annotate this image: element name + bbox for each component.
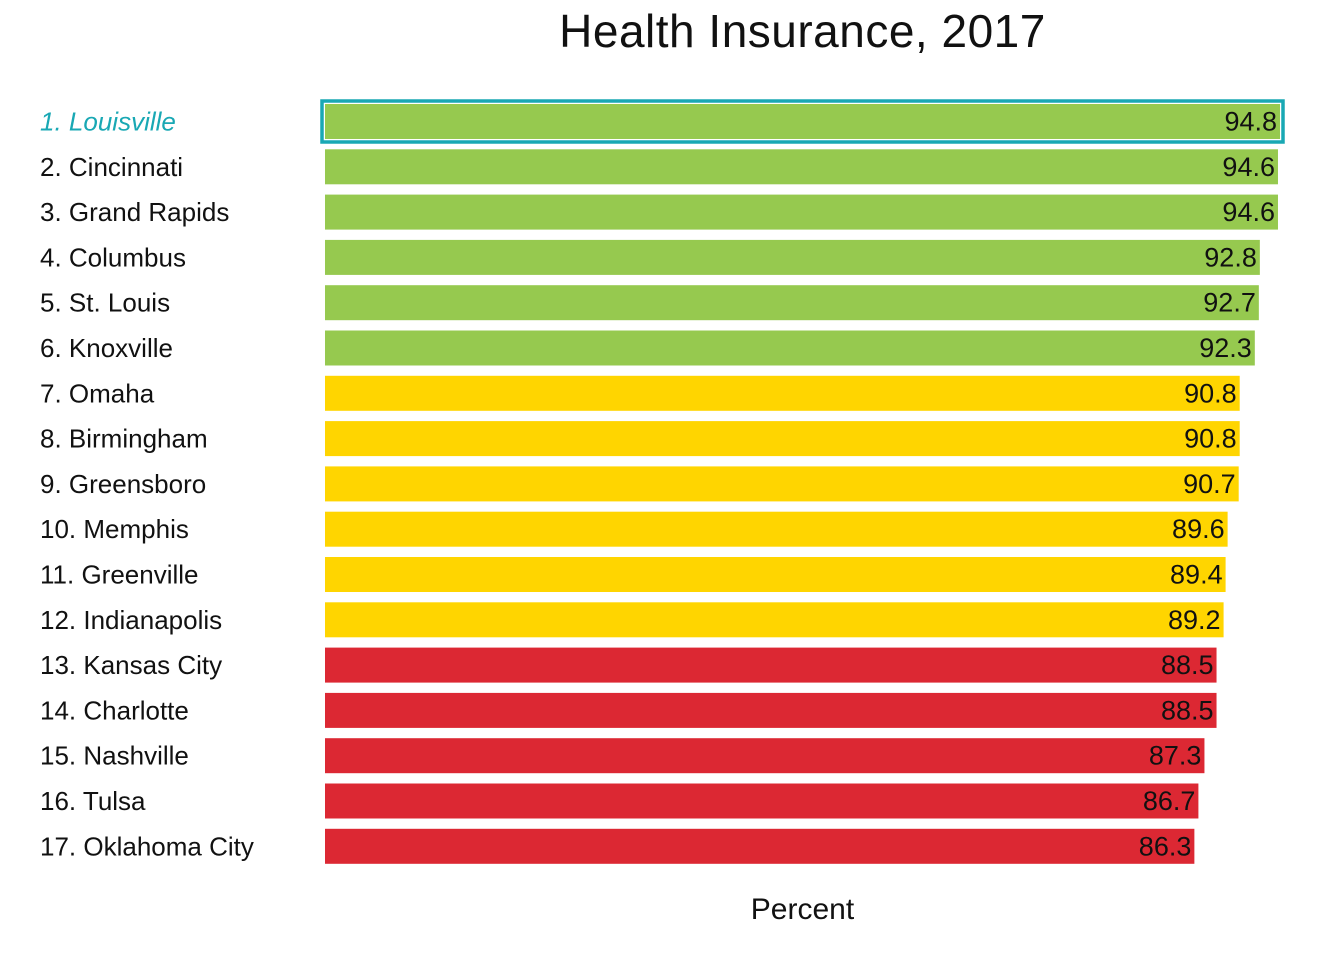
data-label: 89.4: [1170, 560, 1223, 590]
data-label: 92.8: [1204, 242, 1257, 272]
data-label: 89.2: [1168, 605, 1221, 635]
category-label: 6. Knoxville: [40, 333, 173, 363]
data-label: 88.5: [1161, 650, 1214, 680]
data-label: 86.3: [1139, 831, 1192, 861]
data-label: 92.3: [1199, 333, 1252, 363]
bar: [325, 194, 1278, 230]
bar: [325, 738, 1205, 774]
bar: [325, 692, 1217, 728]
category-label: 1. Louisville: [40, 107, 176, 137]
bar: [325, 421, 1240, 457]
data-label: 94.6: [1222, 197, 1275, 227]
bar: [325, 239, 1260, 275]
category-label: 2. Cincinnati: [40, 152, 183, 182]
chart-title: Health Insurance, 2017: [559, 5, 1046, 57]
bar: [325, 104, 1280, 139]
data-label: 86.7: [1143, 786, 1196, 816]
category-label: 9. Greensboro: [40, 469, 206, 499]
bar: [325, 828, 1195, 864]
bar: [325, 511, 1228, 547]
bar: [325, 330, 1255, 366]
category-label: 3. Grand Rapids: [40, 197, 229, 227]
data-label: 88.5: [1161, 695, 1214, 725]
data-label: 90.7: [1183, 469, 1236, 499]
data-label: 94.8: [1224, 107, 1277, 137]
category-label: 10. Memphis: [40, 514, 189, 544]
category-label: 16. Tulsa: [40, 786, 146, 816]
data-label: 92.7: [1203, 288, 1256, 318]
bar: [325, 285, 1259, 321]
category-label: 11. Greenville: [40, 560, 199, 590]
bar: [325, 602, 1224, 638]
category-label: 8. Birmingham: [40, 424, 208, 454]
category-label: 5. St. Louis: [40, 288, 170, 318]
bar: [325, 466, 1239, 502]
category-label: 14. Charlotte: [40, 695, 189, 725]
data-label: 87.3: [1149, 741, 1202, 771]
category-label: 15. Nashville: [40, 741, 189, 771]
data-label: 90.8: [1184, 424, 1237, 454]
bar: [325, 647, 1217, 683]
data-label: 89.6: [1172, 514, 1225, 544]
category-label: 7. Omaha: [40, 378, 155, 408]
category-label: 17. Oklahoma City: [40, 831, 254, 861]
category-label: 4. Columbus: [40, 242, 186, 272]
highlight-outline: [320, 99, 1285, 144]
bar: [325, 557, 1226, 592]
data-label: 90.8: [1184, 378, 1237, 408]
bar: [325, 149, 1278, 185]
x-axis-label: Percent: [750, 893, 855, 926]
bar: [325, 375, 1240, 411]
bar: [325, 783, 1199, 819]
data-label: 94.6: [1222, 152, 1275, 182]
category-label: 13. Kansas City: [40, 650, 222, 680]
category-label: 12. Indianapolis: [40, 605, 222, 635]
